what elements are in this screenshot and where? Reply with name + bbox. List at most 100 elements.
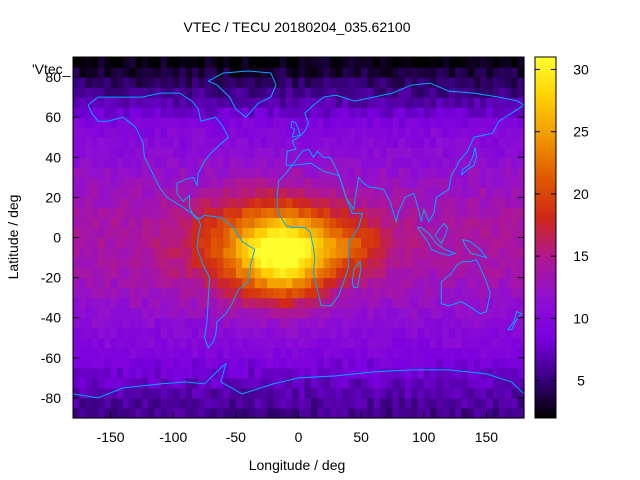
heatmap-cell (417, 297, 425, 309)
heatmap-cell (336, 327, 343, 339)
heatmap-cell (129, 337, 137, 349)
heatmap-cell (354, 77, 362, 88)
heatmap-cell (185, 227, 193, 239)
heatmap-cell (323, 287, 331, 299)
heatmap-cell (217, 127, 224, 138)
heatmap-cell (173, 197, 181, 209)
heatmap-cell (348, 117, 356, 128)
heatmap-cell (379, 277, 387, 289)
heatmap-cell (423, 367, 431, 379)
heatmap-cell (285, 237, 293, 249)
heatmap-cell (129, 237, 137, 249)
heatmap-cell (430, 157, 437, 168)
heatmap-cell (210, 297, 218, 309)
heatmap-cell (123, 237, 130, 249)
heatmap-cell (511, 337, 519, 349)
heatmap-cell (455, 397, 462, 409)
heatmap-cell (173, 237, 181, 249)
heatmap-cell (498, 297, 506, 309)
heatmap-cell (298, 107, 306, 118)
heatmap-cell (342, 347, 350, 359)
heatmap-cell (192, 197, 199, 209)
heatmap-cell (141, 237, 149, 249)
heatmap-cell (298, 287, 306, 299)
heatmap-cell (361, 217, 368, 229)
heatmap-cell (329, 207, 337, 219)
heatmap-cell (98, 167, 105, 178)
heatmap-cell (179, 347, 187, 359)
heatmap-cell (141, 357, 149, 369)
heatmap-cell (242, 207, 249, 219)
heatmap-cell (342, 357, 350, 369)
heatmap-cell (192, 57, 199, 68)
heatmap-cell (448, 67, 456, 78)
heatmap-cell (98, 357, 105, 369)
heatmap-cell (198, 117, 206, 128)
heatmap-cell (123, 267, 130, 279)
heatmap-cell (260, 187, 268, 198)
heatmap-cell (423, 237, 431, 249)
heatmap-cell (110, 387, 118, 399)
heatmap-cell (154, 187, 162, 198)
heatmap-cell (455, 147, 462, 158)
heatmap-cell (160, 147, 168, 158)
heatmap-cell (185, 257, 193, 269)
heatmap-cell (267, 87, 275, 98)
heatmap-cell (91, 367, 99, 379)
heatmap-cell (423, 117, 431, 128)
heatmap-cell (98, 97, 105, 108)
heatmap-cell (110, 317, 118, 329)
coastline-madagascar (351, 260, 362, 289)
heatmap-cell (210, 97, 218, 108)
heatmap-cell (455, 277, 462, 289)
heatmap-cell (85, 277, 93, 289)
heatmap-cell (448, 257, 456, 269)
heatmap-cell (110, 287, 118, 299)
heatmap-cell (85, 307, 93, 319)
heatmap-cell (473, 197, 481, 209)
heatmap-cell (204, 337, 212, 349)
heatmap-cell (154, 297, 162, 309)
heatmap-cell (285, 207, 293, 219)
heatmap-cell (486, 227, 494, 239)
heatmap-cell (229, 137, 237, 148)
heatmap-cell (480, 77, 488, 88)
heatmap-cell (160, 337, 168, 349)
heatmap-cell (129, 307, 137, 319)
heatmap-cell (486, 97, 494, 108)
heatmap-cell (235, 357, 243, 369)
heatmap-cell (154, 317, 162, 329)
heatmap-cell (517, 167, 525, 178)
heatmap-cell (204, 327, 212, 339)
heatmap-cell (379, 97, 387, 108)
heatmap-cell (91, 67, 99, 78)
heatmap-cell (517, 207, 525, 219)
heatmap-cell (116, 177, 124, 188)
heatmap-cell (336, 297, 343, 309)
heatmap-cell (229, 87, 237, 98)
heatmap-cell (217, 367, 224, 379)
heatmap-cell (448, 357, 456, 369)
heatmap-cell (279, 97, 287, 108)
heatmap-cell (254, 257, 262, 269)
heatmap-cell (511, 277, 519, 289)
heatmap-cell (455, 227, 462, 239)
heatmap-cell (248, 217, 256, 229)
heatmap-cell (430, 377, 437, 389)
heatmap-cell (473, 297, 481, 309)
heatmap-cell (361, 107, 368, 118)
heatmap-cell (373, 317, 381, 329)
heatmap-cell (342, 67, 350, 78)
heatmap-cell (148, 237, 156, 249)
heatmap-cell (198, 257, 206, 269)
heatmap-cell (417, 357, 425, 369)
heatmap-cell (404, 217, 412, 229)
heatmap-cell (342, 167, 350, 178)
heatmap-cell (492, 227, 500, 239)
heatmap-cell (317, 277, 325, 289)
heatmap-cell (160, 257, 168, 269)
heatmap-cell (85, 317, 93, 329)
heatmap-cell (329, 377, 337, 389)
heatmap-cell (173, 307, 181, 319)
heatmap-cell (354, 357, 362, 369)
